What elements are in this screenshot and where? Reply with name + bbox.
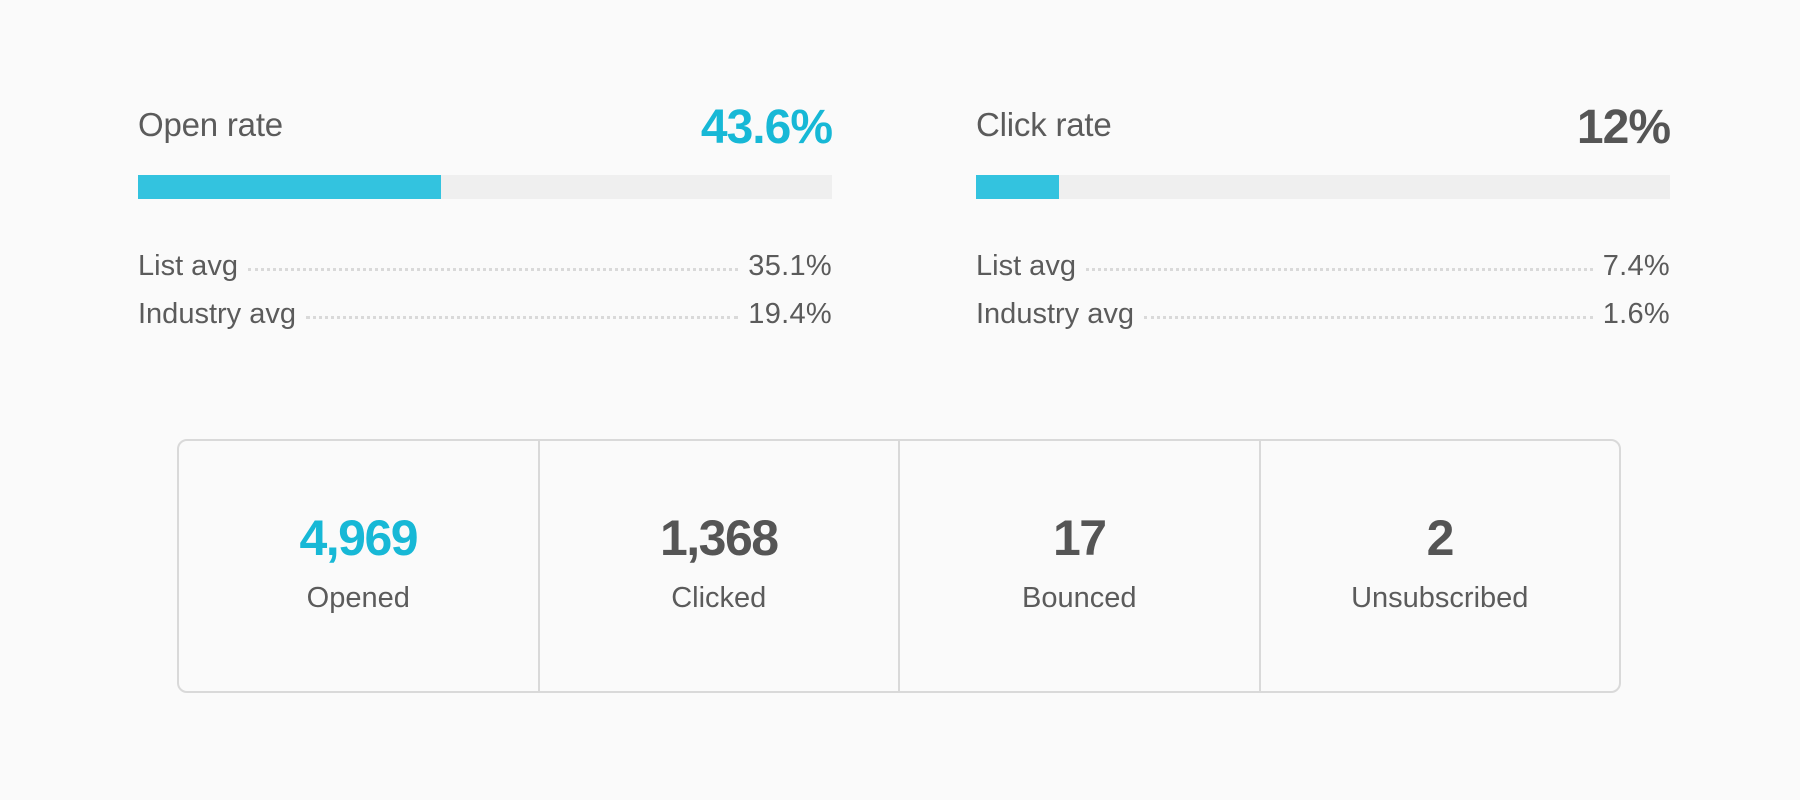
stat-unsubscribed-value: 2 <box>1426 510 1455 566</box>
click-rate-averages: List avg 7.4% Industry avg 1.6% <box>976 250 1670 346</box>
stat-unsubscribed-label: Unsubscribed <box>1351 582 1529 614</box>
click-rate-progress-bar <box>976 175 1670 199</box>
click-rate-value: 12% <box>1576 101 1671 154</box>
list-avg-label: List avg <box>138 250 238 282</box>
click-rate-industry-avg-row: Industry avg 1.6% <box>976 298 1670 346</box>
open-rate-averages: List avg 35.1% Industry avg 19.4% <box>138 250 832 346</box>
industry-avg-value: 1.6% <box>1602 298 1670 330</box>
dotted-leader <box>1143 316 1593 319</box>
list-avg-label: List avg <box>976 250 1076 282</box>
stat-unsubscribed[interactable]: 2 Unsubscribed <box>1261 441 1620 691</box>
stat-bounced-value: 17 <box>1052 510 1107 566</box>
stat-opened-label: Opened <box>306 582 410 614</box>
open-rate-progress-fill <box>138 175 441 199</box>
stat-clicked-value: 1,368 <box>659 510 779 566</box>
stat-bounced-label: Bounced <box>1022 582 1137 614</box>
industry-avg-value: 19.4% <box>748 298 832 330</box>
click-rate-list-avg-row: List avg 7.4% <box>976 250 1670 298</box>
open-rate-list-avg-row: List avg 35.1% <box>138 250 832 298</box>
open-rate-title: Open rate <box>138 106 283 143</box>
industry-avg-label: Industry avg <box>138 298 296 330</box>
list-avg-value: 35.1% <box>748 250 832 282</box>
open-rate-header: Open rate 43.6% <box>138 100 833 162</box>
dotted-leader <box>1085 268 1593 271</box>
campaign-stats-box: 4,969 Opened 1,368 Clicked 17 Bounced 2 … <box>177 439 1621 693</box>
open-rate-progress-bar <box>138 175 832 199</box>
open-rate-panel: Open rate 43.6% List avg 35.1% Industry … <box>138 100 833 330</box>
industry-avg-label: Industry avg <box>976 298 1134 330</box>
stat-bounced[interactable]: 17 Bounced <box>900 441 1261 691</box>
click-rate-title: Click rate <box>976 106 1112 143</box>
open-rate-industry-avg-row: Industry avg 19.4% <box>138 298 832 346</box>
stat-clicked-label: Clicked <box>671 582 767 614</box>
stat-opened-value: 4,969 <box>299 510 418 566</box>
list-avg-value: 7.4% <box>1602 250 1670 282</box>
click-rate-progress-fill <box>976 175 1060 199</box>
open-rate-value: 43.6% <box>700 101 833 154</box>
click-rate-header: Click rate 12% <box>976 100 1671 162</box>
dotted-leader <box>247 268 739 271</box>
dotted-leader <box>305 316 739 319</box>
click-rate-panel: Click rate 12% List avg 7.4% Industry av… <box>976 100 1671 330</box>
stat-opened[interactable]: 4,969 Opened <box>179 441 540 691</box>
stat-clicked[interactable]: 1,368 Clicked <box>540 441 900 691</box>
